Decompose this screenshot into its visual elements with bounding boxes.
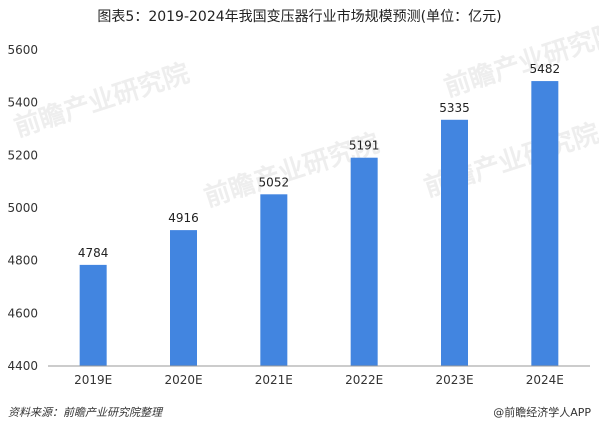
data-labels: 4784 4916 5052 5191 5335 5482 [78, 62, 560, 260]
x-tick-label: 2022E [345, 373, 383, 387]
bar-2020E [170, 230, 197, 366]
data-label: 4916 [168, 211, 199, 225]
bar-2024E [531, 81, 559, 366]
bar-2019E [79, 264, 107, 366]
x-tick-label: 2024E [526, 373, 564, 387]
x-tick-label: 2020E [164, 373, 202, 387]
bars [79, 81, 559, 367]
x-tick-label: 2021E [255, 373, 293, 387]
y-axis: 4400 4600 4800 5000 5200 5400 5600 [7, 43, 38, 373]
x-tick-label: 2019E [74, 373, 112, 387]
credit: @前瞻经济学人APP [493, 406, 591, 419]
y-tick-label: 5400 [7, 96, 38, 110]
x-axis: 2019E 2020E 2021E 2022E 2023E 2024E [48, 365, 590, 387]
y-tick-label: 4800 [7, 254, 38, 268]
x-tick-label: 2023E [435, 373, 473, 387]
y-tick-label: 4400 [7, 359, 38, 373]
data-label: 5052 [259, 175, 290, 189]
bar-2023E [441, 119, 468, 367]
y-tick-label: 5600 [7, 43, 38, 57]
data-label: 5191 [349, 139, 380, 153]
y-tick-label: 5000 [7, 201, 38, 215]
y-tick-label: 5200 [7, 148, 38, 162]
source-note: 资料来源：前瞻产业研究院整理 [8, 406, 162, 419]
data-label: 5482 [530, 62, 561, 76]
bar-2021E [260, 194, 288, 366]
y-tick-label: 4600 [7, 306, 38, 320]
chart-title: 图表5：2019-2024年我国变压器行业市场规模预测(单位：亿元) [97, 9, 502, 25]
data-label: 4784 [78, 246, 109, 260]
data-label: 5335 [439, 101, 470, 115]
bar-2022E [350, 157, 378, 366]
